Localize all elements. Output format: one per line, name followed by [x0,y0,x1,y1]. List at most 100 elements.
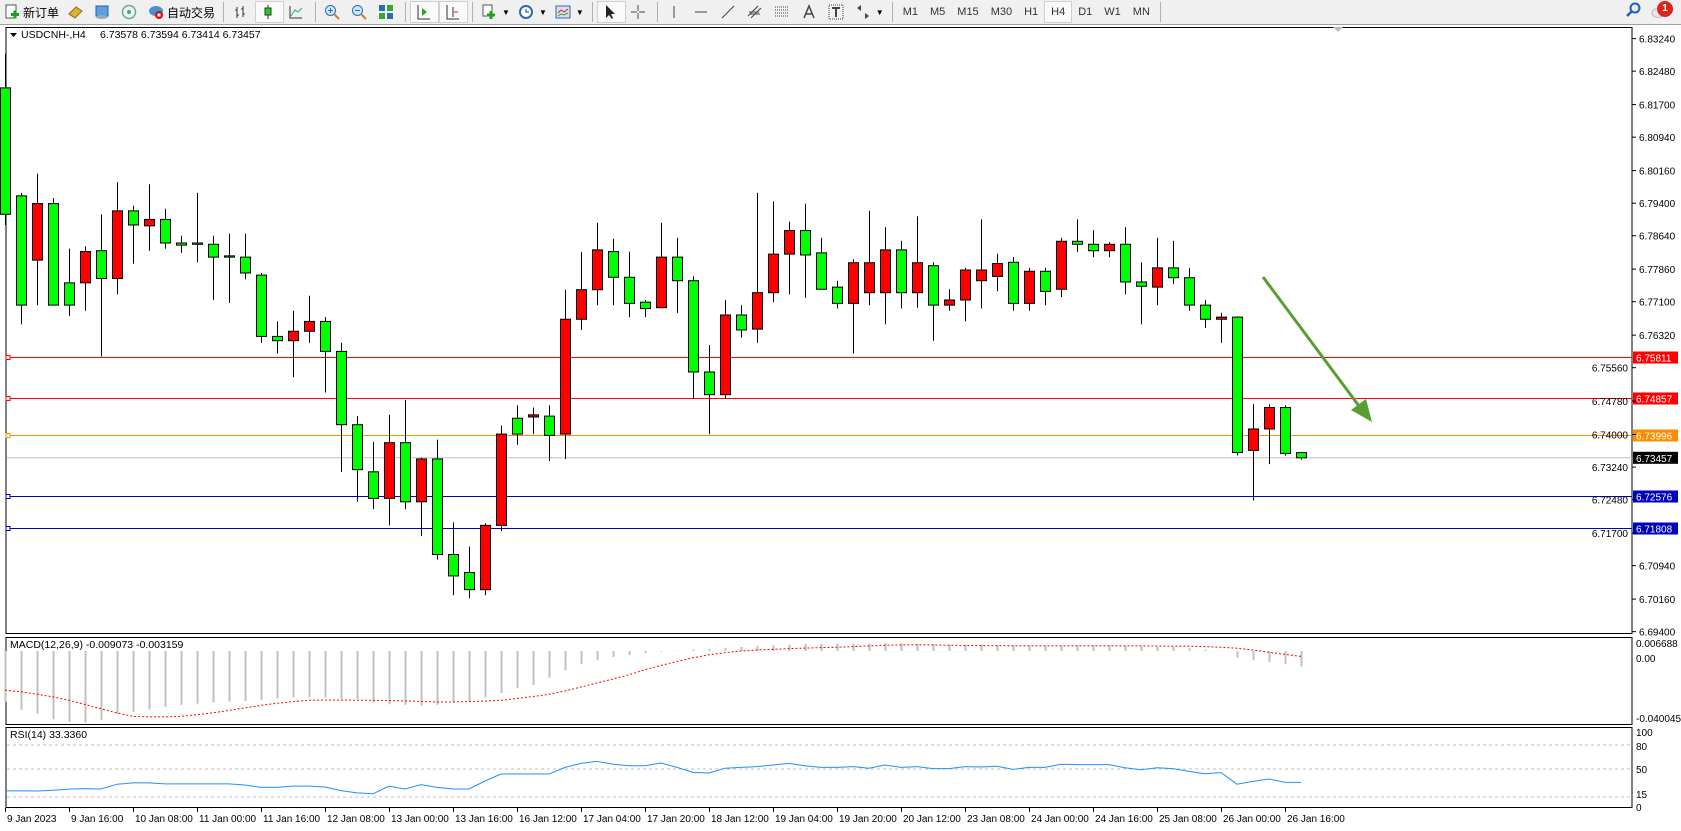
rsi-axis-label: 80 [1636,742,1648,753]
search-icon[interactable] [1625,2,1641,21]
horizontal-line-tool[interactable] [689,1,716,23]
candle [256,272,267,343]
candlestick-chart-button[interactable] [255,1,285,23]
bearish-candle-body [512,417,523,435]
fibonacci-tool[interactable] [770,1,797,23]
bearish-candle-body [832,286,843,304]
auto-scroll-button[interactable] [410,1,440,23]
zoom-in-icon [324,4,340,20]
timeframe-m5[interactable]: M5 [930,6,946,18]
candle [848,259,859,354]
candle [160,208,171,249]
bearish-candle-body [400,442,411,503]
line-chart-icon [288,4,304,20]
line-chart-button[interactable] [284,1,311,23]
candle [0,53,11,225]
bullish-candle-body [1152,267,1163,288]
bearish-candle-body [1232,316,1243,454]
candle [928,262,939,341]
candle [112,182,123,295]
arrows-tool[interactable]: ▼ [851,1,888,23]
level-price-tag [1633,429,1678,442]
time-tick-label: 9 Jan 2023 [7,814,57,825]
trend-arrow-annotation[interactable] [1261,276,1372,422]
level-anchor-handle[interactable] [5,526,11,531]
new-order-button[interactable]: 新订单 [0,1,63,23]
vertical-line-tool[interactable] [662,1,689,23]
periods-button[interactable]: ▼ [514,1,551,23]
level-anchor-handle[interactable] [5,396,11,401]
tile-windows-button[interactable] [374,1,401,23]
timeframe-h1[interactable]: H1 [1024,6,1039,18]
equidistant-channel-tool[interactable] [743,1,770,23]
candle [80,246,91,311]
price-tick-label: 6.81700 [1639,101,1676,112]
bearish-candle-body [240,256,251,274]
chart-shift-marker[interactable] [1333,27,1343,32]
signals-button[interactable] [117,1,144,23]
bullish-candle-body [912,262,923,294]
time-tick-label: 23 Jan 08:00 [967,814,1025,825]
trendline-tool[interactable] [716,1,743,23]
bearish-candle-body [160,218,171,244]
arrow-head-icon [1351,399,1372,422]
timeframe-m1[interactable]: M1 [902,6,918,18]
gold-bar-icon [67,4,83,20]
candle [528,407,539,435]
bearish-candle-body [1200,304,1211,320]
bearish-candle-body [464,572,475,591]
level-anchor-handle[interactable] [5,355,11,360]
timeframe-mn[interactable]: MN [1132,6,1150,18]
timeframe-m30[interactable]: M30 [990,6,1013,18]
templates-button[interactable]: ▼ [551,1,588,23]
zoom-out-button[interactable] [347,1,374,23]
notifications-button[interactable]: 1 [1651,1,1673,21]
zoom-out-icon [351,4,367,20]
timeframe-w1[interactable]: W1 [1104,6,1121,18]
bearish-candle-body [352,424,363,471]
text-label-tool[interactable] [824,1,851,23]
crosshair-tool[interactable] [626,1,653,23]
level-price-label: 6.72576 [1636,493,1673,504]
candle [1200,299,1211,328]
price-tick-label: 6.72480 [1592,496,1629,507]
bearish-candle-body [816,252,827,290]
timeframe-m15[interactable]: M15 [957,6,979,18]
separator [591,2,593,22]
candle [1152,237,1163,306]
level-anchor-handle[interactable] [5,494,11,499]
price-tick-label: 6.77860 [1639,265,1676,276]
chart-window[interactable]: 6.75811 6.74857 6.73996 6.72576 6.71808 6.734… [0,25,1681,831]
bearish-candle-body [48,203,59,306]
bearish-candle-body [544,415,555,436]
chevron-down-icon: ▼ [502,7,510,17]
bearish-candle-body [1136,281,1147,287]
candle [272,321,283,354]
chart-menu-triangle-icon[interactable] [10,33,17,37]
bullish-candle-body [144,218,155,227]
price-tick-label: 6.73240 [1592,463,1629,474]
new-order-label: 新订单 [23,5,60,20]
text-tool[interactable] [797,1,824,23]
data-window-button[interactable] [90,1,117,23]
candle [1072,219,1083,252]
auto-trading-button[interactable]: 自动交易 [144,1,219,23]
market-watch-button[interactable] [63,1,90,23]
timeframe-h4[interactable]: H4 [1044,1,1073,23]
candle [880,227,891,325]
cursor-tool[interactable] [596,1,626,23]
level-anchor-handle[interactable] [5,433,11,438]
time-tick-label: 24 Jan 16:00 [1095,814,1153,825]
candle [432,439,443,560]
timeframe-d1[interactable]: D1 [1078,6,1093,18]
indicators-button[interactable]: ▼ [477,1,514,23]
bar-chart-button[interactable] [228,1,255,23]
time-tick-label: 26 Jan 16:00 [1287,814,1345,825]
candle [1184,267,1195,311]
candle [752,192,763,343]
horizontal-line-icon [693,4,709,20]
rsi-axis-label: 100 [1636,728,1653,739]
candle [1248,404,1259,501]
chart-shift-button[interactable] [439,1,469,23]
zoom-in-button[interactable] [320,1,347,23]
